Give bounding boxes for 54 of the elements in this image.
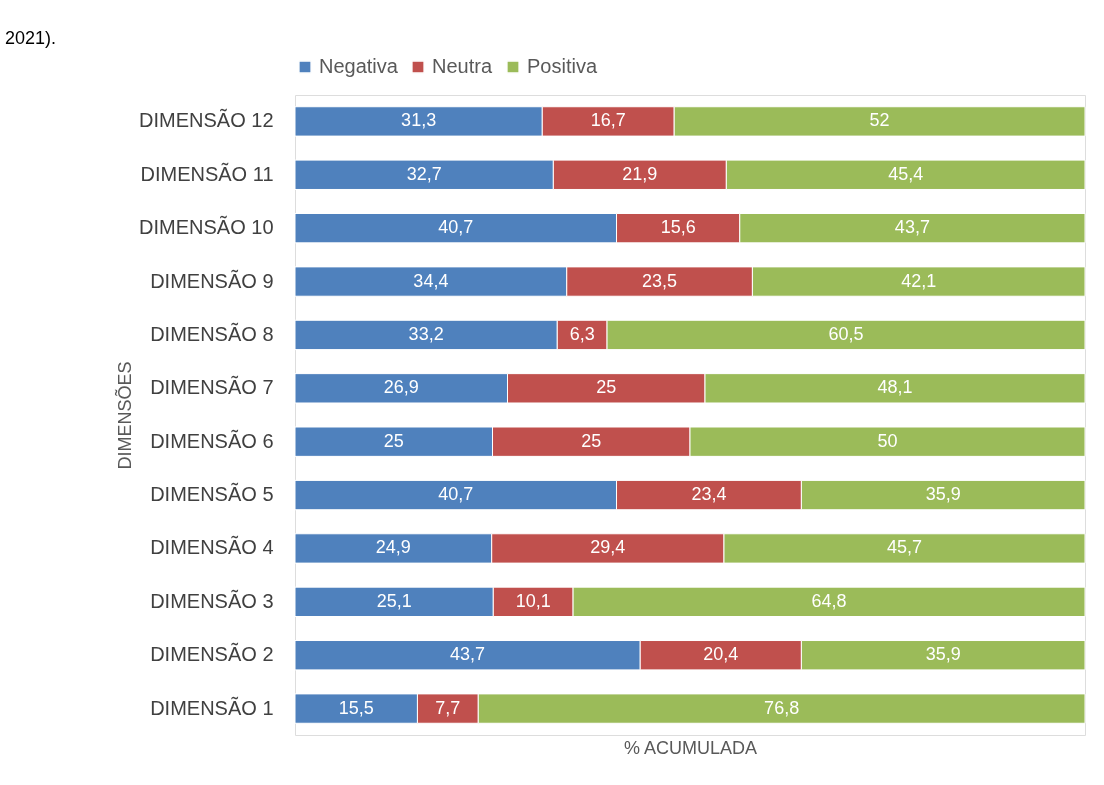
legend-label: Neutra (432, 55, 493, 77)
data-label: 43,7 (894, 217, 930, 238)
text: 2021). (5, 28, 57, 48)
data-label: 16,7 (590, 110, 626, 131)
data-label: 10,1 (515, 590, 551, 611)
data-label: 76,8 (764, 697, 800, 718)
data-label: 26,9 (383, 377, 419, 398)
data-label: 33,2 (408, 323, 444, 344)
data-label: 42,1 (901, 270, 937, 291)
data-label: 24,9 (375, 537, 411, 558)
y-tick-label: DIMENSÃO 8 (150, 321, 274, 345)
data-label: 48,1 (877, 377, 913, 398)
data-label: 32,7 (406, 163, 442, 184)
data-label: 25 (581, 430, 602, 451)
y-tick-label: DIMENSÃO 1 (150, 695, 274, 719)
data-label: 25,1 (376, 590, 412, 611)
data-label: 34,4 (413, 270, 449, 291)
y-tick-label: DIMENSÃO 7 (150, 375, 274, 399)
data-label: 23,5 (642, 270, 678, 291)
data-label: 15,5 (338, 697, 374, 718)
y-tick-label: DIMENSÃO 11 (140, 161, 274, 185)
data-label: 35,9 (925, 644, 961, 665)
data-label: 31,3 (401, 110, 437, 131)
data-label: 45,4 (888, 163, 924, 184)
data-label: 23,4 (691, 484, 727, 505)
legend-label: Positiva (527, 55, 598, 77)
data-label: 60,5 (828, 323, 864, 344)
y-tick-label: DIMENSÃO 12 (139, 108, 274, 132)
y-tick-label: DIMENSÃO 9 (150, 268, 274, 292)
data-label: 43,7 (450, 644, 486, 665)
data-label: 21,9 (622, 163, 658, 184)
data-label: 6,3 (569, 323, 595, 344)
data-label: 50 (877, 430, 898, 451)
y-tick-label: DIMENSÃO 5 (150, 482, 274, 506)
data-label: 7,7 (435, 697, 461, 718)
legend-label: Negativa (319, 55, 399, 77)
data-label: 40,7 (438, 217, 474, 238)
data-label: 40,7 (438, 484, 474, 505)
x-axis-title: % ACUMULADA (623, 737, 758, 758)
data-label: 15,6 (660, 217, 696, 238)
data-label: 25 (596, 377, 617, 398)
data-label: 64,8 (811, 590, 847, 611)
data-label: 29,4 (590, 537, 626, 558)
y-axis-title: DIMENSÕES (114, 361, 136, 470)
y-tick-label: DIMENSÃO 4 (150, 535, 274, 559)
data-label: 35,9 (925, 484, 961, 505)
y-tick-label: DIMENSÃO 6 (150, 428, 274, 452)
y-tick-label: DIMENSÃO 10 (139, 215, 274, 239)
data-label: 25 (383, 430, 404, 451)
y-tick-label: DIMENSÃO 2 (150, 642, 274, 666)
data-label: 52 (869, 110, 890, 131)
data-label: 45,7 (886, 537, 923, 558)
data-label: 20,4 (703, 644, 739, 665)
y-tick-label: DIMENSÃO 3 (150, 588, 274, 612)
